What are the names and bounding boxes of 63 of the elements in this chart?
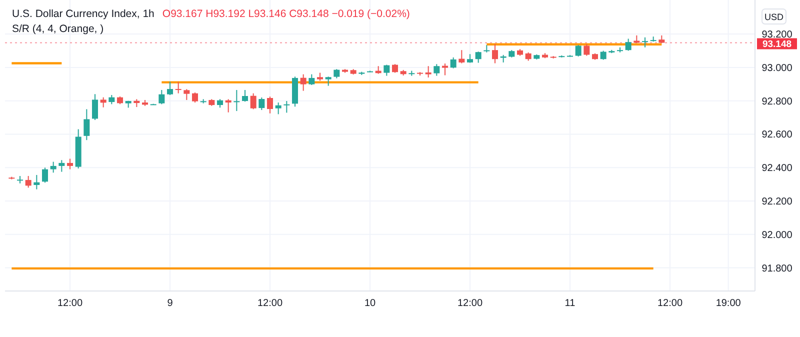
candlestick — [575, 44, 582, 57]
candlestick — [67, 158, 73, 170]
y-tick-label: 92.200 — [762, 196, 793, 208]
y-tick-label: 91.800 — [762, 263, 793, 274]
candlestick — [267, 96, 273, 114]
y-tick-label: 93.000 — [762, 62, 793, 74]
candlestick — [300, 74, 306, 92]
candlestick — [84, 108, 90, 141]
candlestick — [108, 94, 115, 105]
candlestick — [100, 96, 106, 108]
x-tick-label: 12:00 — [657, 298, 683, 309]
candlestick — [384, 64, 390, 76]
candlestick — [475, 51, 482, 64]
candlestick — [484, 44, 490, 53]
candlestick — [225, 98, 232, 113]
candlestick — [284, 100, 290, 114]
x-tick-label: 12:00 — [257, 298, 283, 309]
candlestick — [258, 97, 265, 111]
candlestick — [275, 102, 282, 115]
candlestick — [158, 89, 165, 105]
candlestick — [184, 88, 190, 101]
candlestick — [425, 66, 432, 78]
candlestick — [175, 81, 182, 94]
candlestick — [450, 56, 456, 69]
y-tick-label: 93.200 — [762, 30, 793, 41]
candlestick — [308, 74, 315, 86]
y-axis-title: USD — [764, 12, 784, 22]
candlestick — [17, 175, 23, 184]
x-tick-label: 12:00 — [457, 298, 483, 309]
candlestick — [234, 89, 240, 112]
x-tick-label: 11 — [564, 298, 576, 309]
candlestick — [600, 50, 606, 60]
candlestick — [250, 92, 256, 110]
candlestick — [584, 44, 590, 56]
x-tick-label: 9 — [167, 298, 174, 309]
candlestick — [242, 89, 248, 102]
x-tick-label: 19:00 — [716, 298, 742, 309]
annotation: O93.167 H93.192 L93.146 C93.148 −0.019 (−0.02%) — [162, 8, 410, 20]
ref-line-label: 93.148 — [762, 39, 792, 50]
candlestick — [192, 92, 198, 104]
candlestick — [334, 68, 340, 79]
x-tick-label: 12:00 — [57, 298, 83, 309]
candlestick — [92, 94, 98, 121]
text: S/R (4, 4, Orange, ) — [12, 23, 104, 35]
candlestick — [458, 50, 465, 64]
text: U.S. Dollar Currency Index, 1h — [12, 8, 155, 20]
candlestick — [625, 38, 632, 52]
candlestick — [50, 161, 56, 174]
candlestick — [25, 175, 32, 188]
y-tick-label: 92.800 — [762, 96, 793, 108]
candlestick — [642, 36, 648, 48]
candlestick — [167, 81, 173, 96]
candlestick — [492, 44, 498, 64]
candlestick — [325, 76, 332, 86]
candlestick — [442, 62, 448, 76]
candlestick — [434, 64, 440, 76]
x-tick-label: 10 — [364, 298, 376, 309]
y-tick-label: 92.600 — [762, 130, 793, 141]
y-tick-label: 92.400 — [762, 163, 793, 174]
candlestick — [58, 160, 65, 172]
candlestick — [42, 167, 48, 184]
y-tick-label: 92.000 — [762, 230, 793, 241]
candlestick — [34, 174, 40, 190]
